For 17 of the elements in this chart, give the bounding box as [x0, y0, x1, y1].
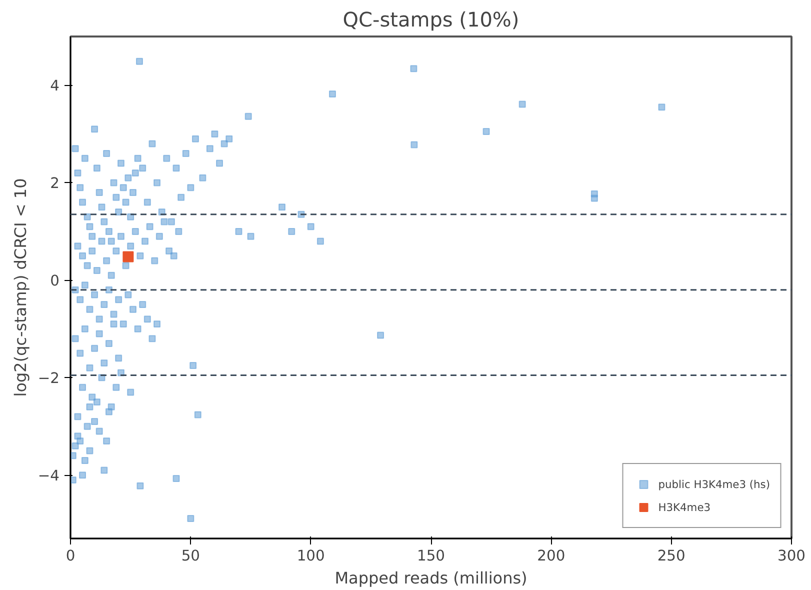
- y-tick-label: 2: [50, 175, 60, 192]
- legend-label: public H3K4me3 (hs): [658, 478, 770, 490]
- x-tick-label: 0: [66, 548, 76, 564]
- x-axis-title: Mapped reads (millions): [334, 568, 528, 588]
- y-tick-label: −4: [38, 468, 60, 485]
- x-tick-label: 100: [296, 548, 325, 564]
- legend-label: H3K4me3: [658, 500, 711, 514]
- x-tick-label: 200: [537, 548, 566, 564]
- y-tick-label: 0: [50, 272, 60, 290]
- chart-title: QC-stamps (10%): [342, 8, 520, 32]
- x-tick-label: 250: [657, 548, 686, 564]
- y-tick-label: −2: [38, 370, 60, 388]
- x-tick-label: 150: [417, 548, 445, 564]
- x-tick-label: 50: [181, 548, 200, 564]
- y-tick-label: 4: [50, 78, 60, 95]
- y-axis-title: log2(qc-stamp) dCRCI < 10: [10, 178, 30, 397]
- x-tick-label: 300: [778, 548, 806, 564]
